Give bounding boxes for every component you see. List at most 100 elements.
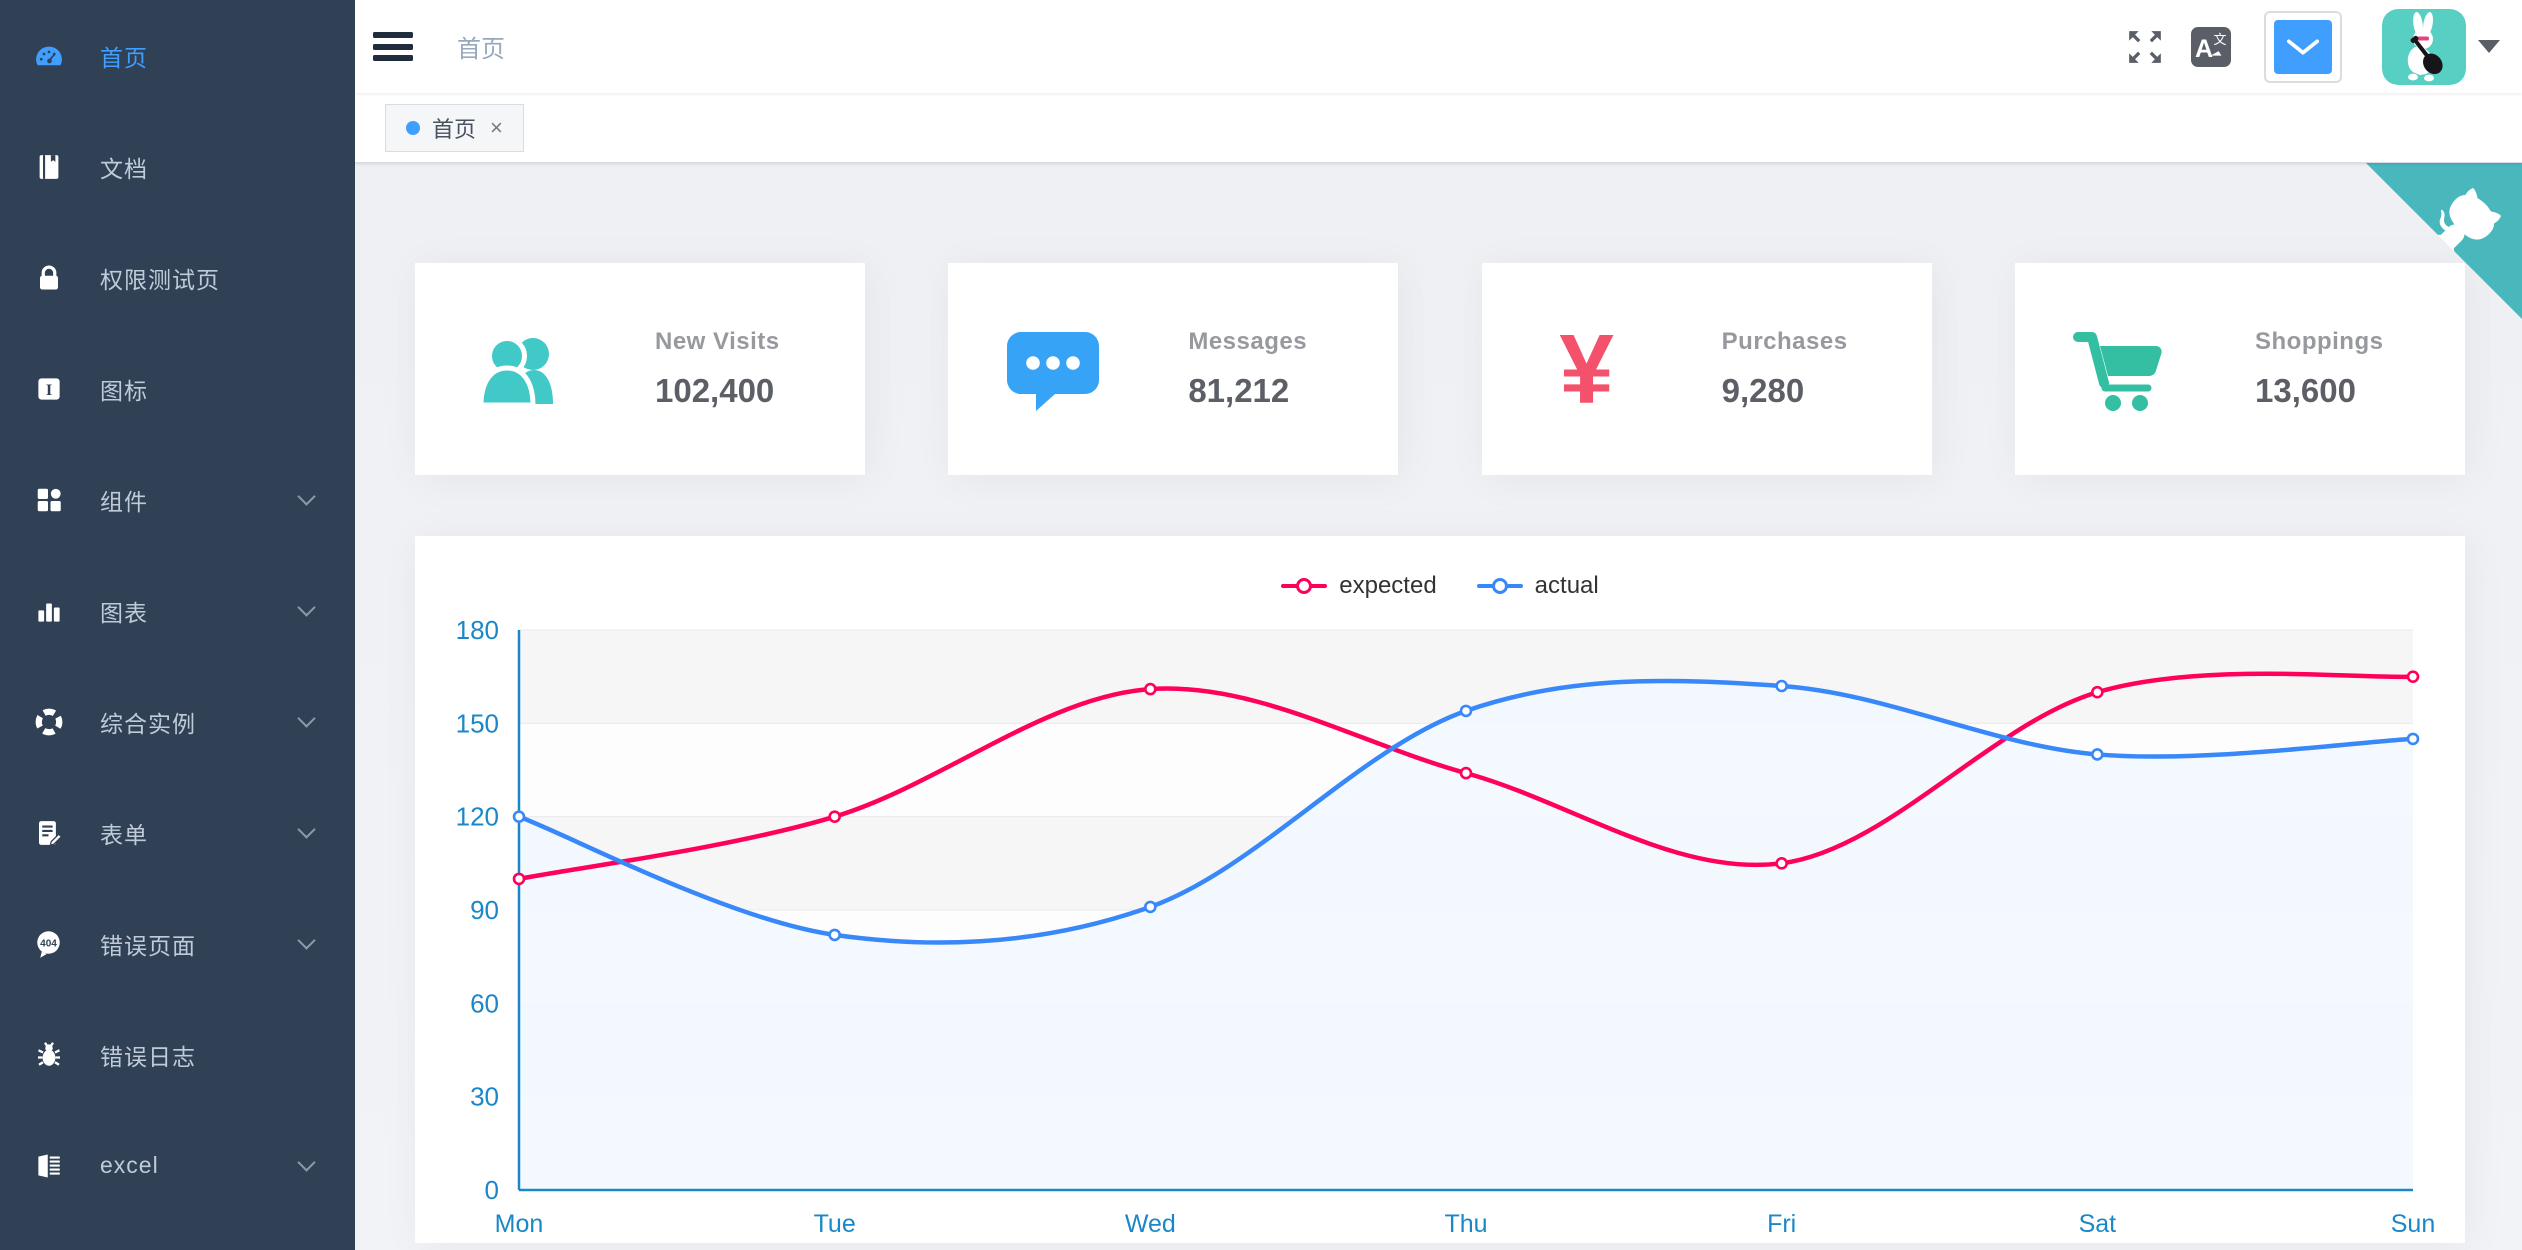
theme-picker-button[interactable]	[2264, 10, 2342, 83]
stat-cards-row: New Visits 102,400 Messages 81,212 ¥	[415, 263, 2465, 475]
sidebar-item-charts[interactable]: 图表	[0, 555, 355, 666]
user-avatar[interactable]	[2382, 8, 2466, 85]
card-title: New Visits	[655, 328, 780, 355]
sidebar-item-label: 图表	[100, 599, 148, 626]
svg-text:I: I	[46, 381, 52, 399]
sidebar-item-error-log[interactable]: 错误日志	[0, 999, 355, 1110]
legend-marker-actual	[1476, 578, 1523, 594]
legend-item-expected[interactable]: expected	[1281, 572, 1437, 600]
card-title: Shoppings	[2254, 328, 2384, 355]
sidebar-item-label: 组件	[100, 488, 148, 515]
lock-icon	[34, 263, 64, 293]
chart-icon	[34, 596, 64, 626]
tag-home[interactable]: 首页 ×	[385, 104, 524, 152]
card-new-visits[interactable]: New Visits 102,400	[415, 263, 865, 475]
card-purchases[interactable]: ¥ Purchases 9,280	[1481, 263, 1932, 475]
sidebar-item-label: 表单	[100, 821, 148, 848]
svg-text:文: 文	[2213, 33, 2226, 48]
example-icon	[34, 707, 64, 737]
component-icon	[34, 485, 64, 515]
sidebar: 首页 文档 权限测试页 I 图标 组件	[0, 0, 355, 1250]
hamburger-icon[interactable]	[373, 27, 413, 67]
documentation-icon	[34, 152, 64, 182]
chevron-down-icon	[297, 1152, 316, 1172]
svg-text:150: 150	[456, 708, 499, 738]
legend-marker-expected	[1281, 578, 1328, 594]
card-title: Messages	[1188, 328, 1308, 355]
svg-text:Wed: Wed	[1125, 1210, 1176, 1238]
caret-down-icon[interactable]	[2478, 40, 2500, 53]
tag-label: 首页	[432, 117, 477, 142]
chart-legend: expected actual	[415, 572, 2465, 600]
svg-text:Sun: Sun	[2391, 1210, 2435, 1238]
sidebar-item-label: 错误页面	[100, 932, 196, 959]
sidebar-item-home[interactable]: 首页	[0, 0, 355, 111]
tag-close-icon[interactable]: ×	[490, 115, 503, 140]
card-messages[interactable]: Messages 81,212	[948, 263, 1399, 475]
svg-text:90: 90	[470, 895, 499, 925]
sidebar-item-label: 文档	[100, 155, 148, 182]
svg-text:0: 0	[485, 1175, 499, 1205]
svg-text:180: 180	[456, 615, 499, 645]
github-corner-link[interactable]	[2366, 163, 2522, 319]
sidebar-item-label: 错误日志	[100, 1043, 196, 1070]
svg-text:404: 404	[40, 938, 57, 949]
line-chart-canvas[interactable]: 0 30 60 90 120 150 180 Mon Tue Wed Thu Fri Sat Sun	[415, 536, 2465, 1243]
sidebar-item-documentation[interactable]: 文档	[0, 111, 355, 222]
sidebar-item-label: 综合实例	[100, 710, 196, 737]
chevron-down-icon	[297, 486, 316, 506]
dashboard-icon	[34, 41, 64, 71]
sidebar-item-label: excel	[100, 1152, 159, 1178]
svg-text:Tue: Tue	[814, 1210, 856, 1238]
sidebar-item-form[interactable]: 表单	[0, 777, 355, 888]
money-icon: ¥	[1559, 314, 1614, 424]
peoples-icon	[470, 323, 570, 415]
chevron-down-icon	[2286, 38, 2320, 55]
excel-icon	[34, 1151, 64, 1181]
bug-icon	[34, 1040, 64, 1070]
sidebar-item-error-pages[interactable]: 404 错误页面	[0, 888, 355, 999]
chevron-down-icon	[297, 819, 316, 839]
svg-text:60: 60	[470, 988, 499, 1018]
card-shoppings[interactable]: Shoppings 13,600	[2014, 263, 2465, 475]
sidebar-item-example[interactable]: 综合实例	[0, 666, 355, 777]
chevron-down-icon	[297, 597, 316, 617]
svg-text:A: A	[2195, 35, 2213, 63]
active-tag-dot	[406, 121, 420, 135]
svg-text:Sat: Sat	[2079, 1210, 2117, 1238]
card-value: 81,212	[1188, 372, 1290, 409]
legend-label: actual	[1534, 572, 1599, 599]
tags-view-bar: 首页 ×	[355, 93, 2522, 163]
svg-text:Mon: Mon	[495, 1210, 544, 1238]
shopping-cart-icon	[2070, 323, 2170, 415]
message-icon	[1003, 323, 1103, 415]
form-icon	[34, 818, 64, 848]
svg-text:Fri: Fri	[1767, 1210, 1796, 1238]
fullscreen-icon[interactable]	[2126, 28, 2164, 66]
icons-icon: I	[34, 374, 64, 404]
card-value: 9,280	[1721, 372, 1805, 409]
svg-text:120: 120	[456, 802, 499, 832]
github-octocat-icon	[2366, 163, 2522, 319]
sidebar-item-permission[interactable]: 权限测试页	[0, 222, 355, 333]
sidebar-item-excel[interactable]: excel	[0, 1110, 355, 1221]
card-title: Purchases	[1721, 328, 1848, 355]
sidebar-item-components[interactable]: 组件	[0, 444, 355, 555]
theme-color-swatch	[2274, 19, 2332, 74]
card-value: 102,400	[655, 372, 775, 409]
sidebar-item-icons[interactable]: I 图标	[0, 333, 355, 444]
chevron-down-icon	[297, 708, 316, 728]
sidebar-item-label: 首页	[100, 44, 148, 71]
breadcrumb[interactable]: 首页	[457, 36, 505, 63]
sidebar-item-label: 图标	[100, 377, 148, 404]
card-value: 13,600	[2254, 372, 2356, 409]
chevron-down-icon	[297, 930, 316, 950]
legend-label: expected	[1339, 572, 1437, 599]
error-page-404-icon: 404	[34, 929, 64, 959]
legend-item-actual[interactable]: actual	[1476, 572, 1599, 600]
svg-text:Thu: Thu	[1444, 1210, 1487, 1238]
